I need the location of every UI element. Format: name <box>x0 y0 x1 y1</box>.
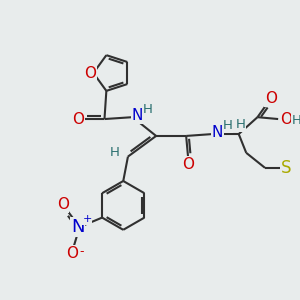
Text: O: O <box>72 112 84 127</box>
Text: +: + <box>82 214 92 224</box>
Text: O: O <box>182 157 194 172</box>
Text: S: S <box>280 159 291 177</box>
Text: H: H <box>223 119 232 132</box>
Text: O: O <box>265 91 277 106</box>
Text: N: N <box>132 108 143 123</box>
Text: O: O <box>57 197 69 212</box>
Text: O: O <box>66 246 78 261</box>
Text: H: H <box>292 114 300 128</box>
Text: O: O <box>85 65 97 80</box>
Text: H: H <box>143 103 153 116</box>
Text: H: H <box>236 118 245 131</box>
Text: H: H <box>110 146 120 159</box>
Text: -: - <box>79 245 84 258</box>
Text: N: N <box>212 125 223 140</box>
Text: O: O <box>280 112 292 127</box>
Text: N: N <box>71 218 85 236</box>
